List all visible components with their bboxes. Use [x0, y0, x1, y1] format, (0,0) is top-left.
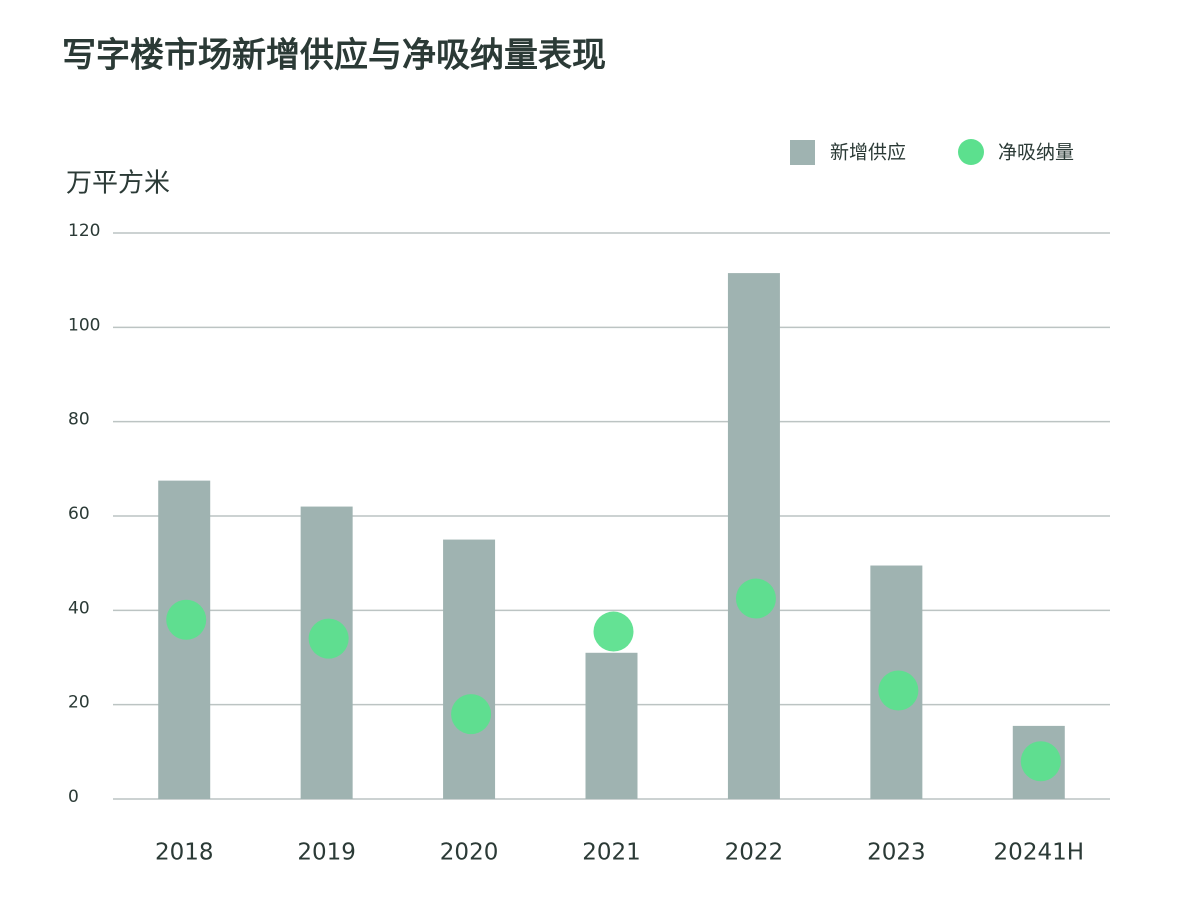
- legend-label: 新增供应: [830, 142, 906, 164]
- legend-swatch: [790, 140, 815, 165]
- chart-title: 写字楼市场新增供应与净吸纳量表现: [62, 36, 606, 76]
- x-tick-label: 2019: [297, 840, 356, 866]
- dot: [451, 694, 492, 735]
- legend-swatch: [958, 139, 984, 165]
- x-tick-label: 2018: [155, 840, 214, 866]
- dot: [878, 670, 919, 711]
- y-tick-label: 60: [68, 504, 90, 524]
- x-tick-label: 2022: [725, 840, 784, 866]
- y-tick-label: 80: [68, 410, 90, 430]
- dot: [1020, 741, 1061, 782]
- x-tick-label: 2023: [867, 840, 926, 866]
- legend-label: 净吸纳量: [998, 142, 1074, 164]
- dot: [735, 578, 776, 619]
- y-tick-label: 120: [68, 221, 100, 241]
- bar: [585, 652, 638, 799]
- x-tick-label: 2020: [440, 840, 499, 866]
- dot: [166, 599, 207, 640]
- y-tick-label: 100: [68, 315, 100, 335]
- dot: [593, 611, 634, 652]
- bar: [158, 480, 211, 799]
- y-tick-label: 0: [68, 787, 79, 807]
- dot: [308, 618, 349, 659]
- y-tick-label: 20: [68, 693, 90, 713]
- x-tick-label: 20241H: [994, 840, 1084, 866]
- y-axis-label: 万平方米: [66, 169, 170, 199]
- bar: [727, 273, 780, 799]
- bar: [443, 539, 496, 799]
- y-tick-label: 40: [68, 598, 90, 618]
- x-tick-label: 2021: [582, 840, 641, 866]
